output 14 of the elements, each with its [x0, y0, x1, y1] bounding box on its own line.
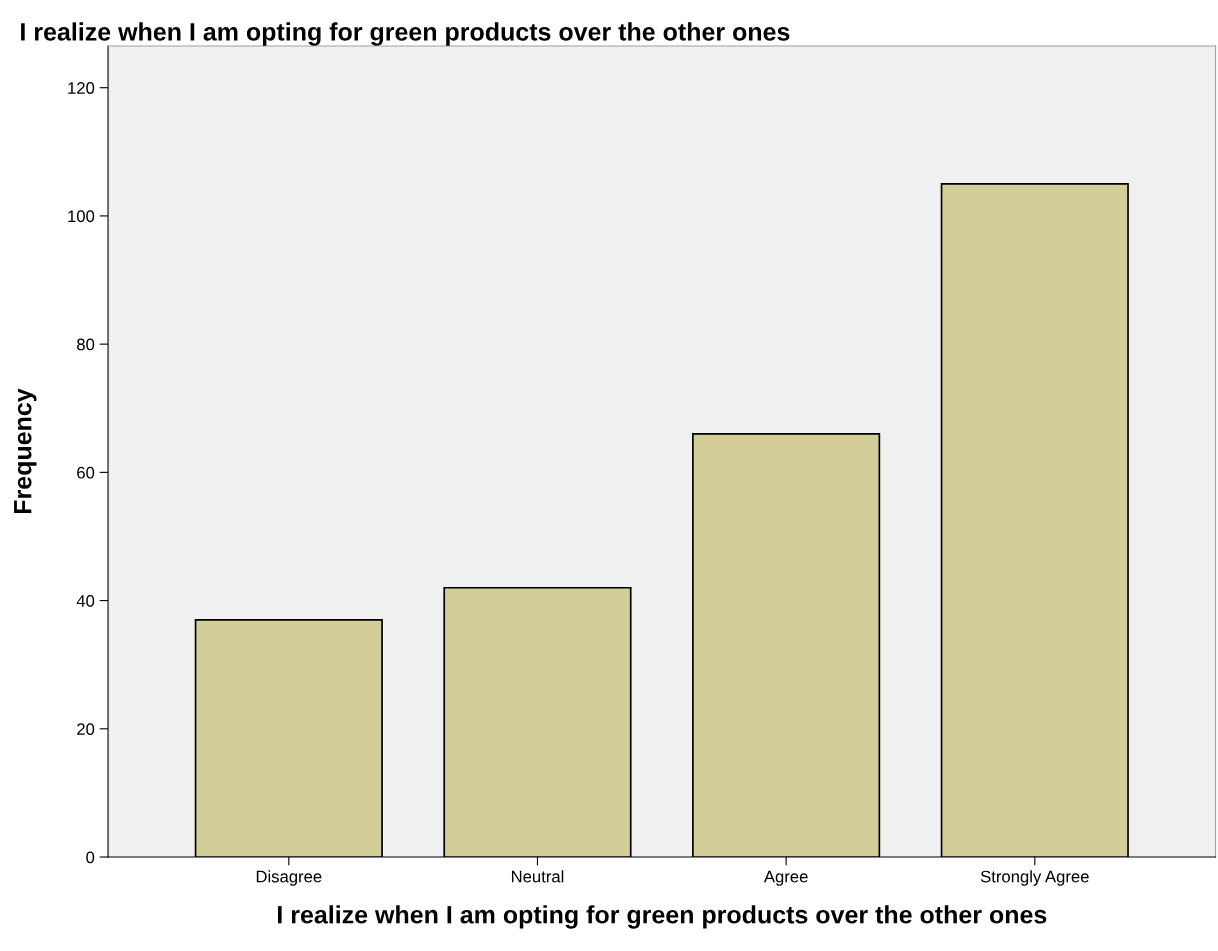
- x-tick-label: Neutral: [511, 870, 564, 883]
- x-axis-title: I realize when I am opting for green products over the other ones: [278, 905, 1047, 929]
- x-tick-label: Agree: [763, 870, 808, 886]
- y-tick-label: 120: [68, 82, 95, 94]
- y-tick-label: 100: [68, 210, 95, 223]
- y-tick-label: 0: [86, 851, 95, 864]
- y-tick-label: 60: [77, 466, 95, 479]
- chart-title: I realize when I am opting for green products over the other ones: [21, 22, 790, 46]
- y-tick-label: 40: [76, 595, 95, 607]
- x-tick-label: Disagree: [256, 870, 322, 886]
- x-tick-label: Strongly Agree: [980, 870, 1089, 886]
- y-axis-title: Frequency: [14, 388, 37, 514]
- y-tick-label: 20: [77, 723, 95, 736]
- y-tick-label: 80: [77, 338, 95, 351]
